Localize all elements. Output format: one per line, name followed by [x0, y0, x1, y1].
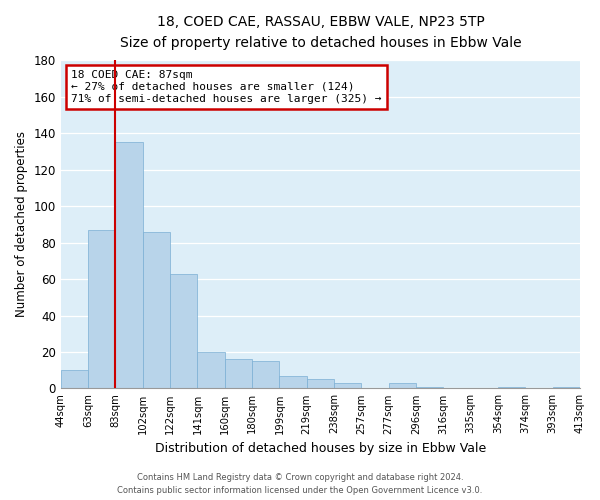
Y-axis label: Number of detached properties: Number of detached properties [15, 132, 28, 318]
Bar [170, 274, 197, 388]
Bar [225, 360, 252, 388]
Bar [389, 383, 416, 388]
Bar [197, 352, 225, 389]
Bar [280, 376, 307, 388]
Bar [498, 386, 526, 388]
Text: 18 COED CAE: 87sqm
← 27% of detached houses are smaller (124)
71% of semi-detach: 18 COED CAE: 87sqm ← 27% of detached hou… [71, 70, 382, 104]
Bar [115, 142, 143, 388]
X-axis label: Distribution of detached houses by size in Ebbw Vale: Distribution of detached houses by size … [155, 442, 486, 455]
Bar [416, 386, 443, 388]
Bar [307, 380, 334, 388]
Bar [553, 386, 580, 388]
Bar [143, 232, 170, 388]
Bar [334, 383, 361, 388]
Bar [61, 370, 88, 388]
Title: 18, COED CAE, RASSAU, EBBW VALE, NP23 5TP
Size of property relative to detached : 18, COED CAE, RASSAU, EBBW VALE, NP23 5T… [119, 15, 521, 50]
Bar [88, 230, 115, 388]
Text: Contains HM Land Registry data © Crown copyright and database right 2024.
Contai: Contains HM Land Registry data © Crown c… [118, 474, 482, 495]
Bar [252, 361, 280, 388]
